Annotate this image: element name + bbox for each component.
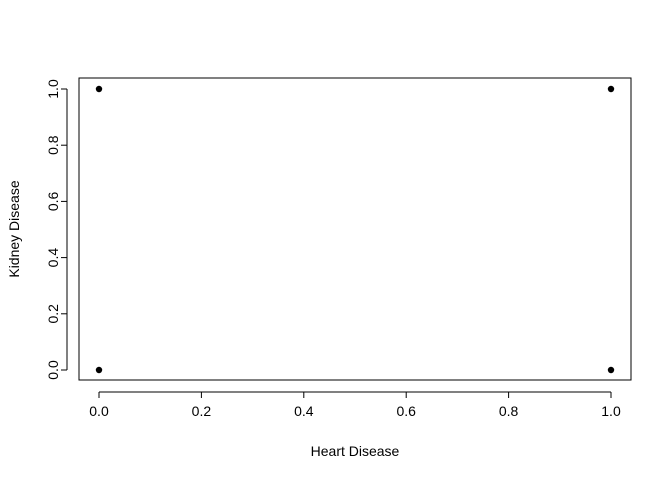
x-axis-title: Heart Disease	[311, 443, 400, 459]
x-tick-label: 0.6	[396, 403, 416, 419]
y-tick-label: 0.2	[45, 304, 61, 324]
x-tick-label: 0.0	[89, 403, 109, 419]
y-axis-title: Kidney Disease	[6, 180, 22, 277]
data-point	[95, 366, 103, 374]
y-axis: 0.0 0.2 0.4 0.6 0.8 1.0	[45, 79, 68, 380]
x-tick-label: 0.2	[192, 403, 212, 419]
y-tick-label: 1.0	[45, 79, 61, 99]
data-point	[95, 85, 103, 93]
x-tick-label: 0.8	[499, 403, 519, 419]
y-tick-label: 0.4	[45, 248, 61, 268]
data-point	[607, 366, 615, 374]
data-point	[607, 85, 615, 93]
y-tick-label: 0.8	[45, 135, 61, 155]
x-axis: 0.0 0.2 0.4 0.6 0.8 1.0	[89, 391, 621, 419]
y-tick-label: 0.0	[45, 360, 61, 380]
data-points	[95, 85, 615, 374]
x-tick-label: 1.0	[601, 403, 621, 419]
x-tick-label: 0.4	[294, 403, 314, 419]
y-tick-label: 0.6	[45, 191, 61, 211]
plot-frame	[78, 77, 632, 381]
